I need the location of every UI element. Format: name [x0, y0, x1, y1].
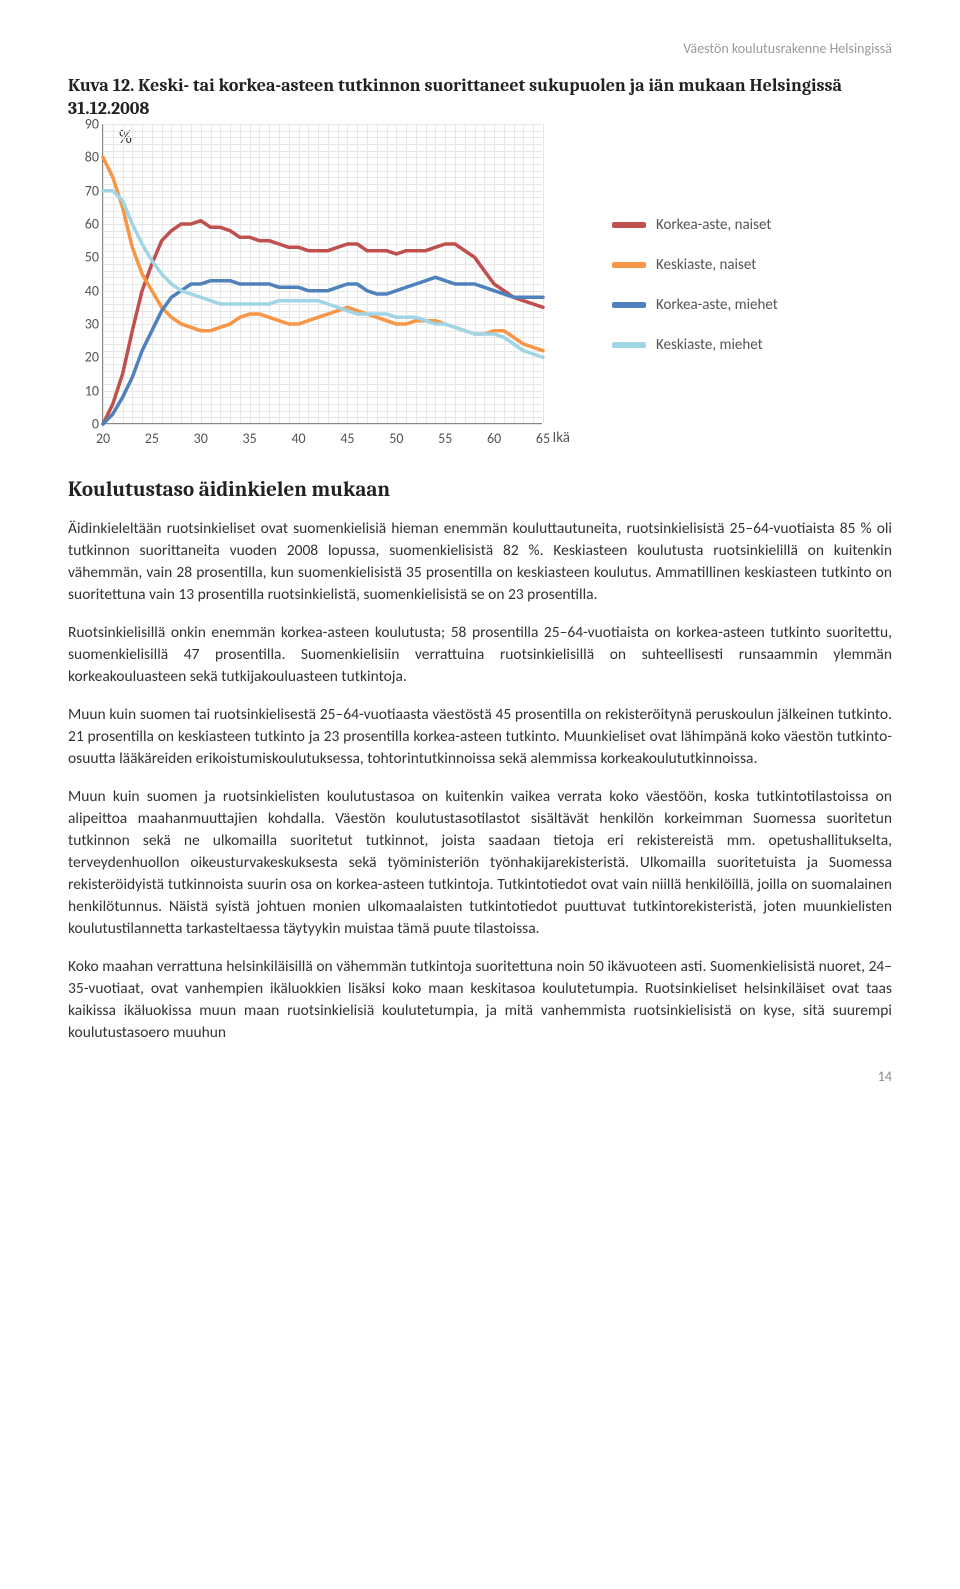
legend-swatch [612, 302, 646, 308]
figure-title: Kuva 12. Keski- tai korkea-asteen tutkin… [68, 75, 892, 120]
y-tick-label: 80 [73, 149, 99, 166]
line-chart: % Ikä 0102030405060708090202530354045505… [68, 124, 888, 444]
legend-label: Keskiaste, miehet [656, 336, 763, 354]
x-tick-label: 60 [487, 430, 501, 447]
x-tick-label: 45 [340, 430, 354, 447]
y-tick-label: 50 [73, 249, 99, 266]
body-paragraph: Äidinkieleltään ruotsinkieliset ovat suo… [68, 518, 892, 606]
legend: Korkea-aste, naiset Keskiaste, naiset Kork… [612, 216, 778, 376]
body-paragraph: Ruotsinkielisillä onkin enemmän korkea-a… [68, 622, 892, 688]
x-tick-label: 50 [389, 430, 403, 447]
series-line-korkea_miehet [103, 277, 543, 424]
body-paragraph: Koko maahan verrattuna helsinkiläisillä … [68, 956, 892, 1044]
y-tick-label: 20 [73, 349, 99, 366]
y-tick-label: 40 [73, 282, 99, 299]
legend-label: Korkea-aste, miehet [656, 296, 778, 314]
legend-swatch [612, 222, 646, 228]
legend-item: Korkea-aste, miehet [612, 296, 778, 314]
legend-item: Keskiaste, miehet [612, 336, 778, 354]
y-tick-label: 90 [73, 116, 99, 133]
y-tick-label: 60 [73, 216, 99, 233]
legend-item: Keskiaste, naiset [612, 256, 778, 274]
series-line-keski_naiset [103, 157, 543, 350]
x-tick-label: 35 [243, 430, 257, 447]
x-tick-label: 25 [145, 430, 159, 447]
legend-item: Korkea-aste, naiset [612, 216, 778, 234]
x-tick-label: 65 [536, 430, 550, 447]
body-paragraph: Muun kuin suomen tai ruotsinkielisestä 2… [68, 704, 892, 770]
page-number: 14 [68, 1068, 892, 1085]
legend-label: Korkea-aste, naiset [656, 216, 771, 234]
legend-label: Keskiaste, naiset [656, 256, 756, 274]
legend-swatch [612, 342, 646, 348]
y-tick-label: 70 [73, 182, 99, 199]
section-heading: Koulutustaso äidinkielen mukaan [68, 478, 892, 502]
x-tick-label: 30 [194, 430, 208, 447]
x-tick-label: 55 [438, 430, 452, 447]
running-header: Väestön koulutusrakenne Helsingissä [68, 40, 892, 57]
legend-swatch [612, 262, 646, 268]
x-axis-title: Ikä [552, 429, 570, 447]
x-tick-label: 20 [96, 430, 110, 447]
y-tick-label: 30 [73, 316, 99, 333]
x-tick-label: 40 [291, 430, 305, 447]
series-line-keski_miehet [103, 191, 543, 358]
y-tick-label: 10 [73, 382, 99, 399]
body-paragraph: Muun kuin suomen ja ruotsinkielisten kou… [68, 786, 892, 940]
series-line-korkea_naiset [103, 221, 543, 424]
